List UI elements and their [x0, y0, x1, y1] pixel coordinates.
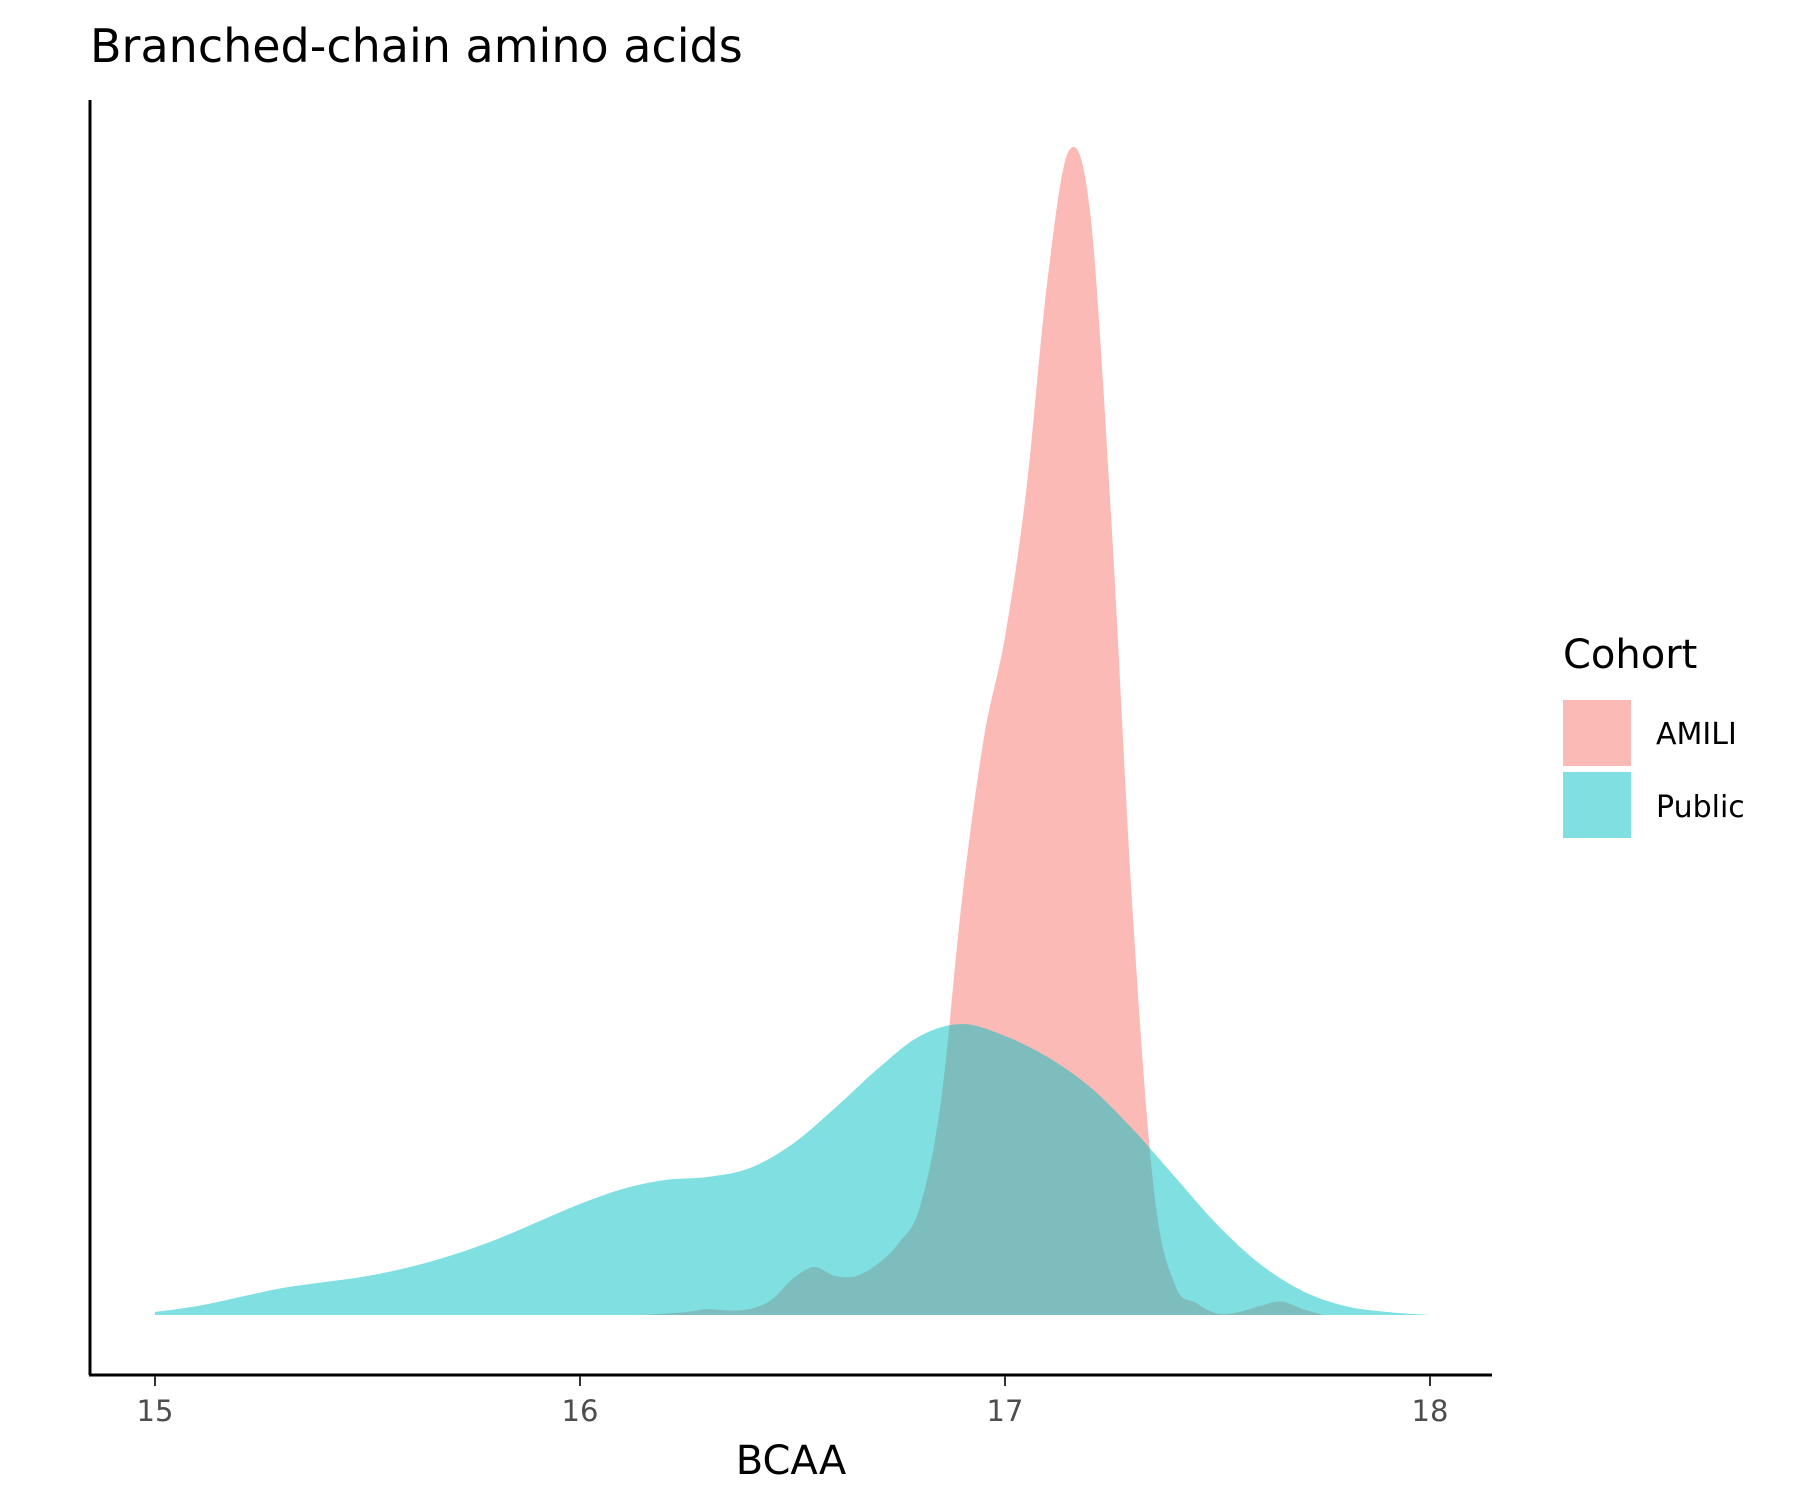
legend-label-amili: AMILI: [1656, 717, 1737, 752]
legend-swatch-amili: [1563, 700, 1631, 766]
x-tick-label: 17: [987, 1394, 1024, 1428]
legend-label-public: Public: [1656, 790, 1745, 825]
legend-title: Cohort: [1563, 632, 1697, 678]
x-axis-ticks: 15 16 17 18: [137, 1376, 1449, 1428]
x-tick-label: 16: [562, 1394, 599, 1428]
plot-areas: [155, 146, 1430, 1315]
legend-swatch-public: [1563, 772, 1631, 838]
legend: Cohort AMILI Public: [1563, 632, 1745, 838]
x-tick-label: 15: [137, 1394, 174, 1428]
density-area-public: [155, 1024, 1430, 1315]
x-tick-label: 18: [1412, 1394, 1449, 1428]
chart-title: Branched-chain amino acids: [90, 19, 743, 73]
x-axis-title: BCAA: [736, 1438, 847, 1484]
